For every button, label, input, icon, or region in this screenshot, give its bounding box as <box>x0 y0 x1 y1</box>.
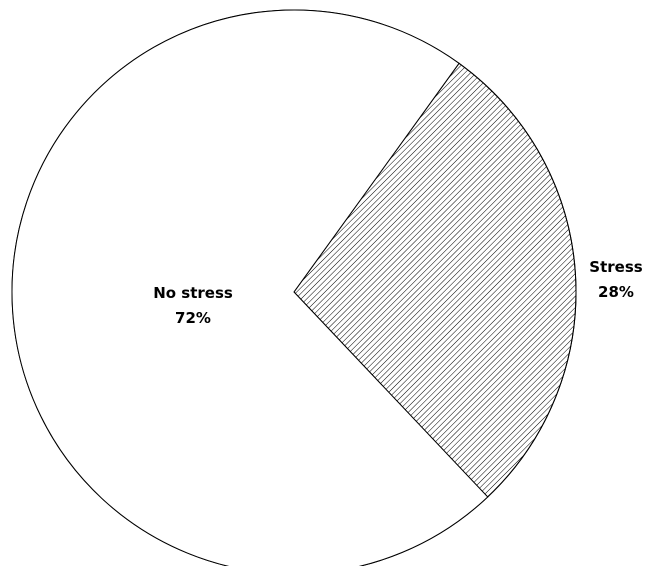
pie-slice-stress <box>293 62 577 498</box>
pie-slice-no-stress <box>11 9 489 566</box>
slice-value-no-stress: 72% <box>175 309 211 327</box>
slice-label-no-stress: No stress <box>153 284 233 302</box>
slice-value-stress: 28% <box>598 283 634 301</box>
slice-label-stress: Stress <box>589 258 642 276</box>
pie-slices <box>11 9 577 566</box>
